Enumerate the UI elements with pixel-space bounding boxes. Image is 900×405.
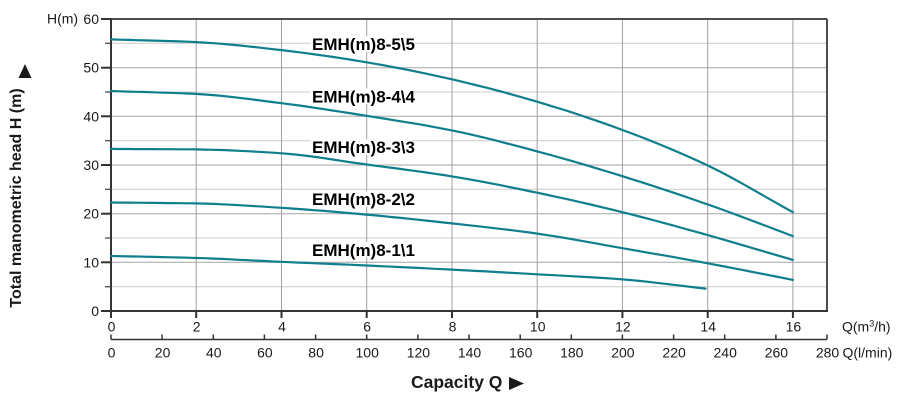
svg-text:0: 0 <box>108 345 116 361</box>
svg-text:EMH(m)8-5\5: EMH(m)8-5\5 <box>312 35 415 54</box>
svg-text:260: 260 <box>765 345 789 361</box>
svg-text:40: 40 <box>206 345 222 361</box>
svg-text:8: 8 <box>449 319 457 335</box>
svg-text:240: 240 <box>714 345 738 361</box>
svg-text:200: 200 <box>611 345 635 361</box>
svg-text:80: 80 <box>308 345 324 361</box>
svg-text:220: 220 <box>662 345 686 361</box>
svg-text:120: 120 <box>407 345 431 361</box>
svg-text:Q(l/min): Q(l/min) <box>843 345 893 361</box>
svg-text:280: 280 <box>816 345 840 361</box>
svg-text:180: 180 <box>560 345 584 361</box>
svg-text:Total manometric head H (m): Total manometric head H (m) <box>8 88 25 307</box>
svg-text:16: 16 <box>786 319 802 335</box>
svg-text:14: 14 <box>700 319 716 335</box>
svg-text:60: 60 <box>83 11 99 27</box>
svg-text:60: 60 <box>257 345 273 361</box>
svg-text:140: 140 <box>458 345 482 361</box>
svg-text:160: 160 <box>509 345 533 361</box>
svg-text:Capacity Q: Capacity Q <box>411 372 502 392</box>
svg-text:EMH(m)8-1\1: EMH(m)8-1\1 <box>312 241 415 260</box>
svg-text:EMH(m)8-4\4: EMH(m)8-4\4 <box>312 87 416 106</box>
svg-text:40: 40 <box>83 108 99 124</box>
svg-text:20: 20 <box>83 206 99 222</box>
svg-text:50: 50 <box>83 60 99 76</box>
svg-text:6: 6 <box>363 319 371 335</box>
svg-text:12: 12 <box>615 319 631 335</box>
svg-text:10: 10 <box>530 319 546 335</box>
svg-text:4: 4 <box>278 319 286 335</box>
svg-text:EMH(m)8-2\2: EMH(m)8-2\2 <box>312 190 415 209</box>
svg-text:H(m): H(m) <box>47 11 78 27</box>
svg-text:100: 100 <box>356 345 380 361</box>
svg-text:Q(m3/h): Q(m3/h) <box>842 319 891 335</box>
svg-text:2: 2 <box>193 319 201 335</box>
svg-text:EMH(m)8-3\3: EMH(m)8-3\3 <box>312 138 415 157</box>
svg-text:20: 20 <box>155 345 171 361</box>
svg-text:10: 10 <box>83 254 99 270</box>
svg-text:0: 0 <box>91 303 99 319</box>
svg-text:0: 0 <box>108 319 116 335</box>
svg-text:30: 30 <box>83 157 99 173</box>
